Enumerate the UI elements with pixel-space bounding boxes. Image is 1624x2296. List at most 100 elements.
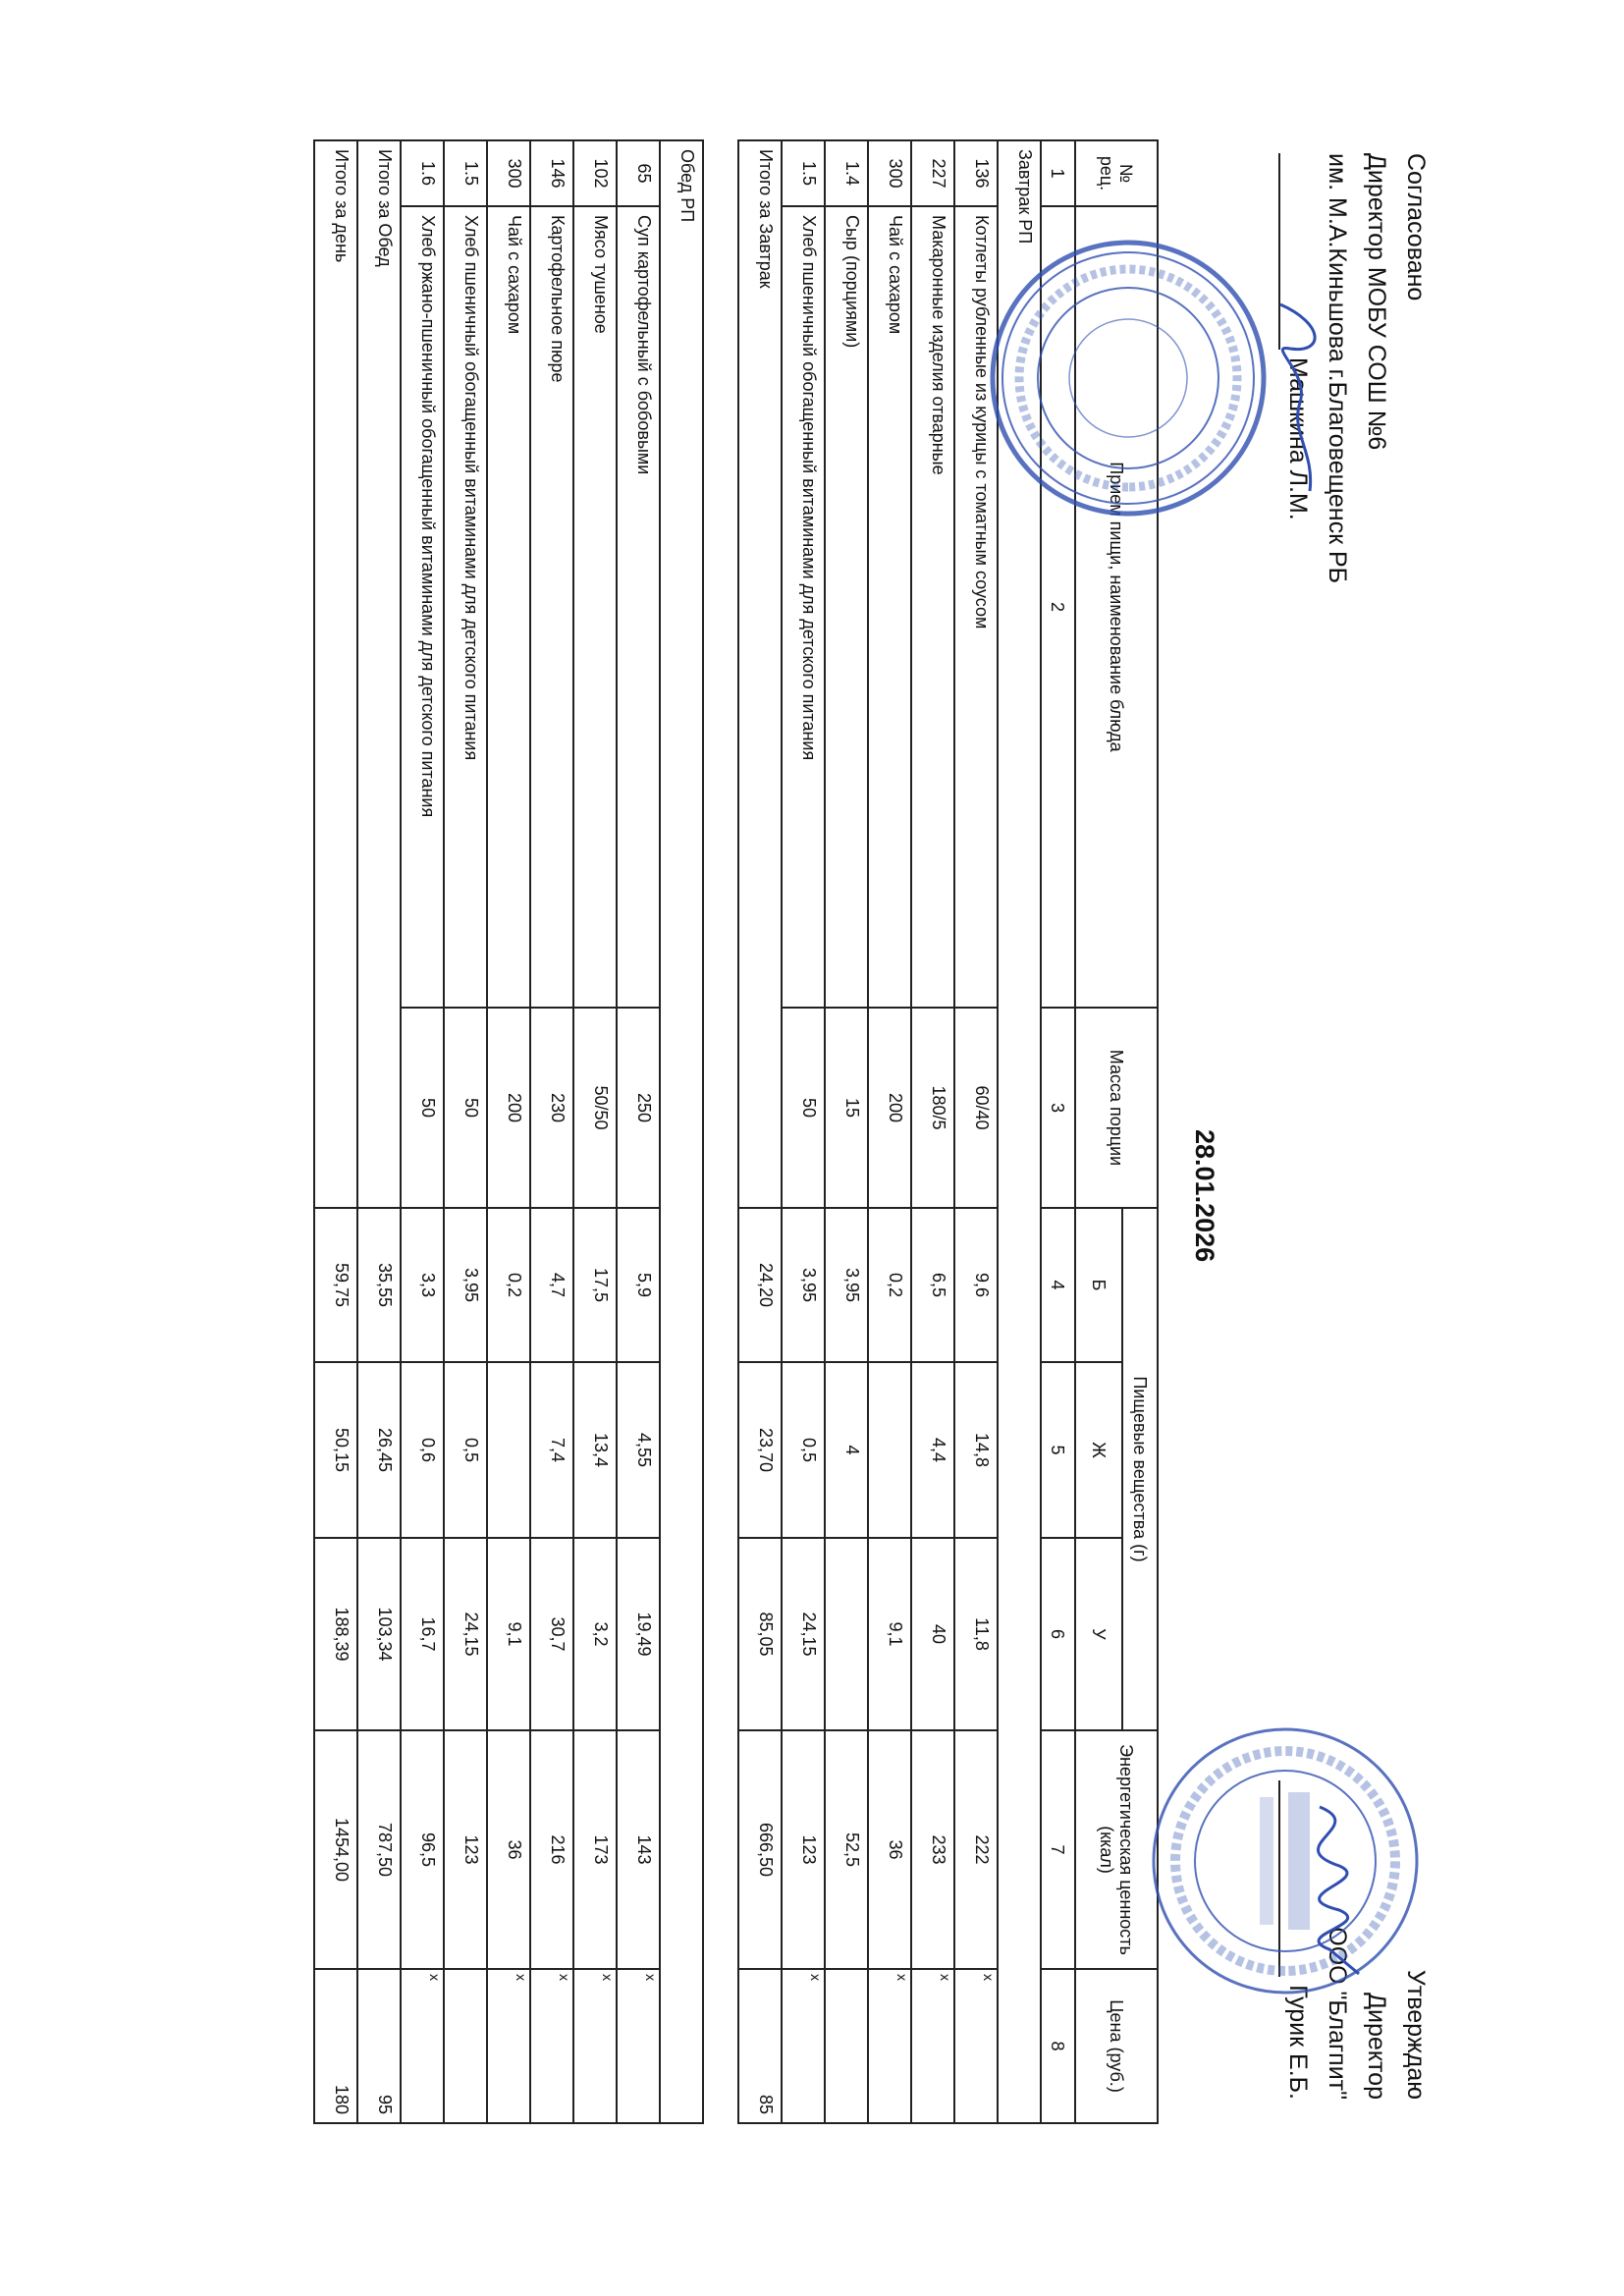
dish-name: Мясо тушеное (573, 206, 617, 1008)
dish-name: Хлеб пшеничный обогащенный витаминами дл… (444, 206, 487, 1008)
section-label: Обед РП (660, 140, 703, 2124)
portion-mass: 230 (530, 1008, 573, 1208)
dish-name: Котлеты рубленные из курицы с томатным с… (954, 206, 998, 1008)
carbs-value: 9,1 (487, 1538, 530, 1731)
price-mark: x (938, 1974, 953, 1982)
menu-date: 28.01.2026 (1190, 1129, 1219, 1263)
signature-line (1278, 153, 1302, 350)
header-meal-name: Прием пищи, наименование блюда (1075, 206, 1158, 1008)
carbs-total: 103,34 (357, 1538, 401, 1731)
energy-total: 1454,00 (314, 1730, 357, 1970)
fat-value: 0,5 (444, 1362, 487, 1538)
fat-value: 13,4 (573, 1362, 617, 1538)
menu-table: № рец. Прием пищи, наименование блюда Ма… (313, 139, 1159, 2124)
table-row: 136 Котлеты рубленные из курицы с томатны… (954, 140, 998, 2124)
carbs-value: 24,15 (444, 1538, 487, 1731)
fat-value: 0,6 (401, 1362, 444, 1538)
section-label: Завтрак РП (998, 140, 1041, 2124)
approval-left-signer: Машкина Л.М. (1284, 357, 1312, 520)
table-row: 102 Мясо тушеное 50/50 17,5 13,4 3,2 173 x (573, 140, 617, 2124)
protein-value: 0,2 (868, 1208, 911, 1362)
table-row: 1.5 Хлеб пшеничный обогащенный витаминами… (444, 140, 487, 2124)
dish-name: Чай с сахаром (868, 206, 911, 1008)
energy-value: 173 (573, 1730, 617, 1970)
energy-value: 216 (530, 1730, 573, 1970)
column-number: 4 (1041, 1208, 1075, 1362)
fat-value: 4,55 (617, 1362, 660, 1538)
carbs-value: 40 (911, 1538, 954, 1731)
portion-mass: 50 (782, 1008, 825, 1208)
fat-value: 14,8 (954, 1362, 998, 1538)
table-row: 146 Картофельное пюре 230 4,7 7,4 30,7 216 x (530, 140, 573, 2124)
protein-value: 3,95 (825, 1208, 868, 1362)
fat-total: 23,70 (738, 1362, 782, 1538)
approval-right-signer: Гурик Е.Б. (1284, 1985, 1312, 2100)
column-number: 1 (1041, 140, 1075, 206)
price-cell: x (617, 1969, 660, 2124)
price-mark: x (981, 1974, 997, 1982)
protein-value: 3,95 (444, 1208, 487, 1362)
carbs-value: 3,2 (573, 1538, 617, 1731)
section-row: Завтрак РП (998, 140, 1041, 2124)
price-mark: x (600, 1974, 616, 1982)
price-cell: x (868, 1969, 911, 2124)
fat-value (868, 1362, 911, 1538)
approval-left-block: Согласовано Директор МОБУ СОШ №6 им. М.А… (1278, 153, 1435, 583)
approval-right-block: Утверждаю Директор ООО "Благпит" Гурик Е… (1278, 1780, 1435, 2100)
dish-name: Суп картофельный с бобовыми (617, 206, 660, 1008)
total-label: Итого за Завтрак (738, 140, 782, 1208)
price-mark: x (514, 1974, 529, 1982)
header-protein: Б (1075, 1208, 1122, 1362)
price-total: 95 (357, 1969, 401, 2124)
energy-value: 143 (617, 1730, 660, 1970)
price-mark: x (427, 1974, 443, 1982)
gap-cell (703, 140, 738, 2123)
dish-name: Хлеб ржано-пшеничный обогащенный витамин… (401, 206, 444, 1008)
energy-value: 233 (911, 1730, 954, 1970)
carbs-value: 16,7 (401, 1538, 444, 1731)
portion-mass: 200 (868, 1008, 911, 1208)
fat-value: 4,4 (911, 1362, 954, 1538)
approval-right-line2: ООО "Благпит" (1324, 1927, 1351, 2100)
column-number: 2 (1041, 206, 1075, 1008)
recipe-no: 65 (617, 140, 660, 206)
portion-mass: 60/40 (954, 1008, 998, 1208)
fat-total: 50,15 (314, 1362, 357, 1538)
signature-line (1278, 1780, 1302, 1978)
energy-value: 36 (868, 1730, 911, 1970)
recipe-no: 1.4 (825, 140, 868, 206)
approval-left-line1: Директор МОБУ СОШ №6 (1363, 153, 1390, 451)
carbs-total: 188,39 (314, 1538, 357, 1731)
table-row: 227 Макаронные изделия отварные 180/5 6,5 4,… (911, 140, 954, 2124)
table-row: 1.6 Хлеб ржано-пшеничный обогащенный вита… (401, 140, 444, 2124)
column-number: 5 (1041, 1362, 1075, 1538)
approval-right-title: Утверждаю (1402, 1969, 1430, 2100)
dish-name: Макаронные изделия отварные (911, 206, 954, 1008)
price-cell (825, 1969, 868, 2124)
price-mark: x (643, 1974, 659, 1982)
protein-total: 35,55 (357, 1208, 401, 1362)
recipe-no: 1.6 (401, 140, 444, 206)
carbs-value: 19,49 (617, 1538, 660, 1731)
protein-value: 0,2 (487, 1208, 530, 1362)
approval-left-title: Согласовано (1402, 153, 1430, 301)
price-cell: x (401, 1969, 444, 2124)
table-gap (703, 140, 738, 2123)
dish-name: Хлеб пшеничный обогащенный витаминами дл… (782, 206, 825, 1008)
price-cell: x (487, 1969, 530, 2124)
total-label: Итого за Обед (357, 140, 401, 1208)
protein-value: 17,5 (573, 1208, 617, 1362)
energy-value: 36 (487, 1730, 530, 1970)
approval-left-line2: им. М.А.Киньшова г.Благовещенск РБ (1324, 153, 1351, 584)
price-mark: x (557, 1974, 572, 1982)
total-label: Итого за день (314, 140, 357, 1208)
portion-mass: 50 (401, 1008, 444, 1208)
protein-total: 59,75 (314, 1208, 357, 1362)
column-number: 8 (1041, 1969, 1075, 2124)
fat-value (487, 1362, 530, 1538)
carbs-value: 11,8 (954, 1538, 998, 1731)
total-row: Итого за день 59,75 50,15 188,39 1454,00 180 (314, 140, 357, 2124)
price-cell: x (911, 1969, 954, 2124)
protein-value: 6,5 (911, 1208, 954, 1362)
